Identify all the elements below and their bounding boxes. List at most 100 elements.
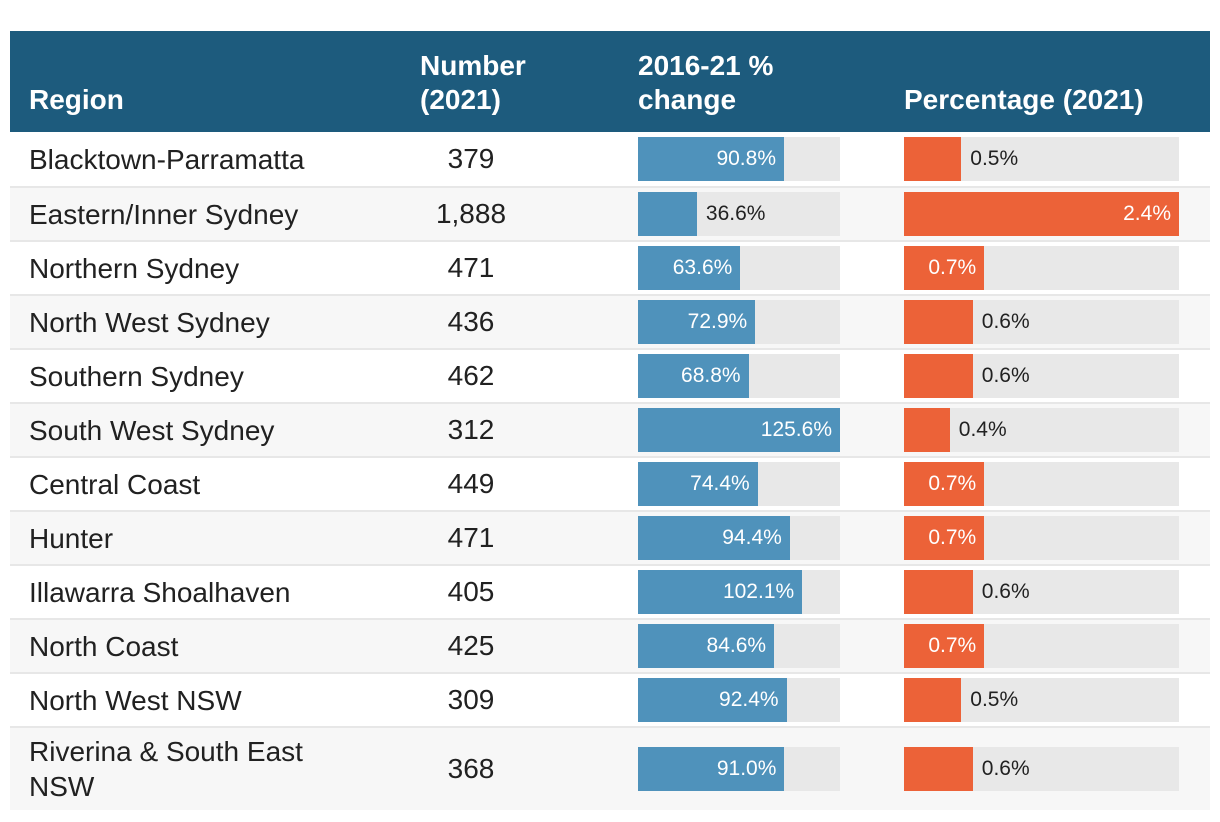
pct-change-bar [638,192,697,236]
percentage-bar-cell: 0.7% [904,620,1210,672]
table-row: Riverina & South East NSW 368 91.0% 0.6% [10,726,1210,810]
pct-change-bar-cell: 68.8% [638,350,904,402]
region-cell: Southern Sydney [29,360,244,392]
number-cell: 312 [447,414,495,445]
number-cell: 309 [447,684,495,715]
percentage-bar [904,408,950,452]
region-cell: Blacktown-Parramatta [29,143,305,175]
table-body: Blacktown-Parramatta 379 90.8% 0.5% Eastern/… [10,132,1210,810]
percentage-bar-label: 0.6% [981,310,1030,333]
column-header-region-label: Region [29,84,124,115]
pct-change-bar-label: 102.1% [722,580,795,603]
pct-change-bar: 90.8% [638,137,784,181]
percentage-bar: 0.7% [904,516,985,560]
table-row: North West NSW 309 92.4% 0.5% [10,672,1210,726]
column-header-percentage: Percentage (2021) [904,31,1210,132]
percentage-bar-cell: 0.7% [904,242,1210,294]
regions-table: Region Number (2021) 2016-21 % change Pe… [10,31,1210,810]
pct-change-bar-cell: 63.6% [638,242,904,294]
pct-change-bar-cell: 84.6% [638,620,904,672]
pct-change-bar-label: 74.4% [690,472,750,495]
table-row: North Coast 425 84.6% 0.7% [10,618,1210,672]
region-cell: North Coast [29,630,179,662]
region-cell: South West Sydney [29,414,275,446]
pct-change-bar-track: 125.6% [638,408,840,452]
percentage-bar-track: 0.7% [904,516,1179,560]
percentage-bar-label: 0.7% [928,526,977,549]
table-row: Blacktown-Parramatta 379 90.8% 0.5% [10,132,1210,186]
number-cell: 1,888 [435,198,507,229]
percentage-bar: 0.7% [904,624,985,668]
pct-change-bar-track: 68.8% [638,354,840,398]
number-cell: 436 [447,306,495,337]
percentage-bar-track: 0.5% [904,678,1179,722]
pct-change-bar-track: 102.1% [638,570,840,614]
pct-change-bar-track: 74.4% [638,462,840,506]
number-cell: 368 [447,753,495,784]
pct-change-bar-cell: 72.9% [638,296,904,348]
percentage-bar [904,137,962,181]
pct-change-bar-label: 92.4% [719,688,779,711]
percentage-bar-track: 0.6% [904,354,1179,398]
percentage-bar-cell: 0.7% [904,458,1210,510]
percentage-bar-cell: 0.5% [904,132,1210,186]
pct-change-bar: 94.4% [638,516,790,560]
percentage-bar-track: 0.4% [904,408,1179,452]
percentage-bar-cell: 0.6% [904,296,1210,348]
region-cell: Riverina & South East NSW [29,736,303,802]
region-cell: Northern Sydney [29,252,240,284]
percentage-bar-track: 0.6% [904,570,1179,614]
percentage-bar-track: 2.4% [904,192,1179,236]
region-cell: Illawarra Shoalhaven [29,576,291,608]
region-cell: Eastern/Inner Sydney [29,198,299,230]
table-row: South West Sydney 312 125.6% 0.4% [10,402,1210,456]
pct-change-bar-cell: 125.6% [638,404,904,456]
percentage-bar-label: 0.4% [958,418,1007,441]
column-header-number-label: Number (2021) [420,50,526,115]
column-header-number: Number (2021) [340,31,638,132]
pct-change-bar: 91.0% [638,747,785,791]
pct-change-bar-track: 72.9% [638,300,840,344]
percentage-bar [904,300,973,344]
pct-change-bar-cell: 74.4% [638,458,904,510]
column-header-percentage-label: Percentage (2021) [904,84,1144,115]
percentage-bar-label: 0.5% [970,147,1019,170]
percentage-bar-label: 2.4% [1123,202,1171,225]
region-cell: Central Coast [29,468,201,500]
percentage-bar-label: 0.5% [970,688,1019,711]
pct-change-bar: 92.4% [638,678,787,722]
number-cell: 449 [447,468,495,499]
pct-change-bar-label: 94.4% [722,526,782,549]
table-row: Southern Sydney 462 68.8% 0.6% [10,348,1210,402]
table-row: North West Sydney 436 72.9% 0.6% [10,294,1210,348]
percentage-bar-track: 0.6% [904,747,1179,791]
percentage-bar-cell: 0.6% [904,728,1210,810]
percentage-bar-cell: 0.6% [904,350,1210,402]
percentage-bar-track: 0.6% [904,300,1179,344]
table-row: Northern Sydney 471 63.6% 0.7% [10,240,1210,294]
pct-change-bar: 63.6% [638,246,741,290]
percentage-bar-label: 0.7% [928,256,977,279]
region-cell: North West NSW [29,684,242,716]
percentage-bar-label: 0.6% [981,580,1030,603]
number-cell: 379 [447,143,495,174]
percentage-bar-track: 0.7% [904,624,1179,668]
percentage-bar-cell: 2.4% [904,188,1210,240]
pct-change-bar-label: 72.9% [687,310,748,333]
table-row: Hunter 471 94.4% 0.7% [10,510,1210,564]
pct-change-bar-label: 84.6% [706,634,767,657]
pct-change-bar-label: 36.6% [705,202,766,225]
percentage-bar-label: 0.6% [981,757,1030,780]
percentage-bar [904,747,973,791]
percentage-bar-cell: 0.6% [904,566,1210,618]
percentage-bar-cell: 0.7% [904,512,1210,564]
pct-change-bar-cell: 102.1% [638,566,904,618]
table-row: Central Coast 449 74.4% 0.7% [10,456,1210,510]
pct-change-bar-label: 125.6% [760,418,832,441]
column-header-pct-change-label: 2016-21 % change [638,50,774,115]
region-cell: North West Sydney [29,306,270,338]
percentage-bar-track: 0.5% [904,137,1179,181]
number-cell: 471 [447,522,495,553]
percentage-bar-label: 0.6% [981,364,1030,387]
percentage-bar-track: 0.7% [904,246,1179,290]
